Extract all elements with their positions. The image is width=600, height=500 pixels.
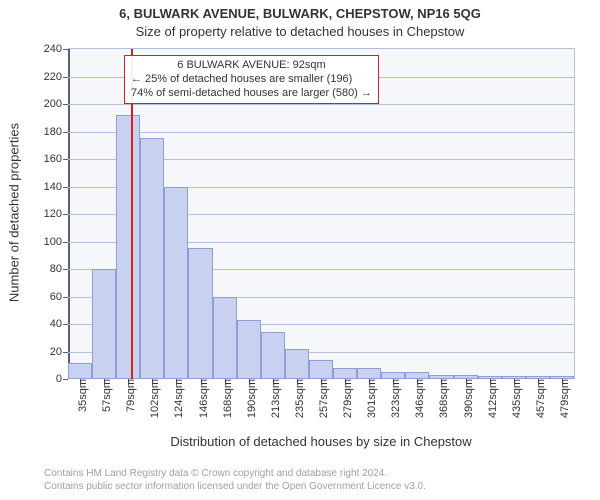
y-tick-label: 180 bbox=[44, 126, 68, 138]
y-tick-label: 100 bbox=[44, 236, 68, 248]
x-tick-label: 168sqm bbox=[216, 379, 234, 418]
x-tick-label: 279sqm bbox=[336, 379, 354, 418]
histogram-bar bbox=[164, 187, 188, 380]
histogram-bar bbox=[357, 368, 381, 379]
plot-area: 02040608010012014016018020022024035sqm57… bbox=[68, 48, 575, 379]
x-tick-label: 257sqm bbox=[312, 379, 330, 418]
y-tick-label: 60 bbox=[50, 291, 68, 303]
histogram-bar bbox=[140, 138, 164, 379]
footer-line-2: Contains public sector information licen… bbox=[44, 481, 426, 494]
x-tick-label: 479sqm bbox=[553, 379, 571, 418]
y-tick-label: 80 bbox=[50, 263, 68, 275]
x-tick-label: 457sqm bbox=[529, 379, 547, 418]
histogram-bar bbox=[213, 297, 237, 380]
histogram-bar bbox=[285, 349, 309, 379]
y-tick-label: 220 bbox=[44, 71, 68, 83]
x-tick-label: 57sqm bbox=[95, 379, 113, 412]
attribution-footer: Contains HM Land Registry data © Crown c… bbox=[44, 468, 426, 493]
x-tick-label: 124sqm bbox=[167, 379, 185, 418]
y-tick-label: 200 bbox=[44, 98, 68, 110]
histogram-bar bbox=[261, 332, 285, 379]
y-tick-label: 160 bbox=[44, 153, 68, 165]
x-tick-label: 412sqm bbox=[481, 379, 499, 418]
x-tick-label: 102sqm bbox=[143, 379, 161, 418]
y-tick-label: 140 bbox=[44, 181, 68, 193]
histogram-bar bbox=[381, 372, 405, 379]
x-tick-label: 301sqm bbox=[360, 379, 378, 418]
x-tick-label: 390sqm bbox=[457, 379, 475, 418]
x-tick-label: 146sqm bbox=[192, 379, 210, 418]
annotation-box: 6 BULWARK AVENUE: 92sqm← 25% of detached… bbox=[124, 55, 379, 104]
histogram-bar bbox=[333, 368, 357, 379]
annotation-line: 6 BULWARK AVENUE: 92sqm bbox=[131, 59, 372, 73]
histogram-bar bbox=[68, 363, 92, 380]
footer-line-1: Contains HM Land Registry data © Crown c… bbox=[44, 468, 426, 481]
x-tick-label: 235sqm bbox=[288, 379, 306, 418]
y-tick-label: 120 bbox=[44, 208, 68, 220]
histogram-bar bbox=[309, 360, 333, 379]
x-tick-label: 35sqm bbox=[71, 379, 89, 412]
y-tick-label: 240 bbox=[44, 43, 68, 55]
x-tick-label: 368sqm bbox=[432, 379, 450, 418]
annotation-line: ← 25% of detached houses are smaller (19… bbox=[131, 73, 372, 87]
x-tick-label: 346sqm bbox=[408, 379, 426, 418]
annotation-line: 74% of semi-detached houses are larger (… bbox=[131, 87, 372, 101]
y-tick-label: 20 bbox=[50, 346, 68, 358]
y-tick-label: 0 bbox=[56, 373, 68, 385]
x-axis-label: Distribution of detached houses by size … bbox=[68, 434, 574, 449]
histogram-bar bbox=[188, 248, 212, 379]
x-tick-label: 213sqm bbox=[264, 379, 282, 418]
histogram-bar bbox=[116, 115, 140, 379]
histogram-bar bbox=[405, 372, 429, 379]
histogram-chart: 0 20 40 60 80 100 120 140 160 180 200 220 240 35sqm 57… bbox=[0, 0, 600, 500]
histogram-bar bbox=[237, 320, 261, 379]
x-tick-label: 190sqm bbox=[240, 379, 258, 418]
gridline bbox=[68, 132, 574, 133]
x-tick-label: 435sqm bbox=[505, 379, 523, 418]
y-axis-label: Number of detached properties bbox=[7, 48, 22, 378]
y-tick-label: 40 bbox=[50, 318, 68, 330]
x-tick-label: 79sqm bbox=[119, 379, 137, 412]
histogram-bar bbox=[92, 269, 116, 379]
x-tick-label: 323sqm bbox=[384, 379, 402, 418]
